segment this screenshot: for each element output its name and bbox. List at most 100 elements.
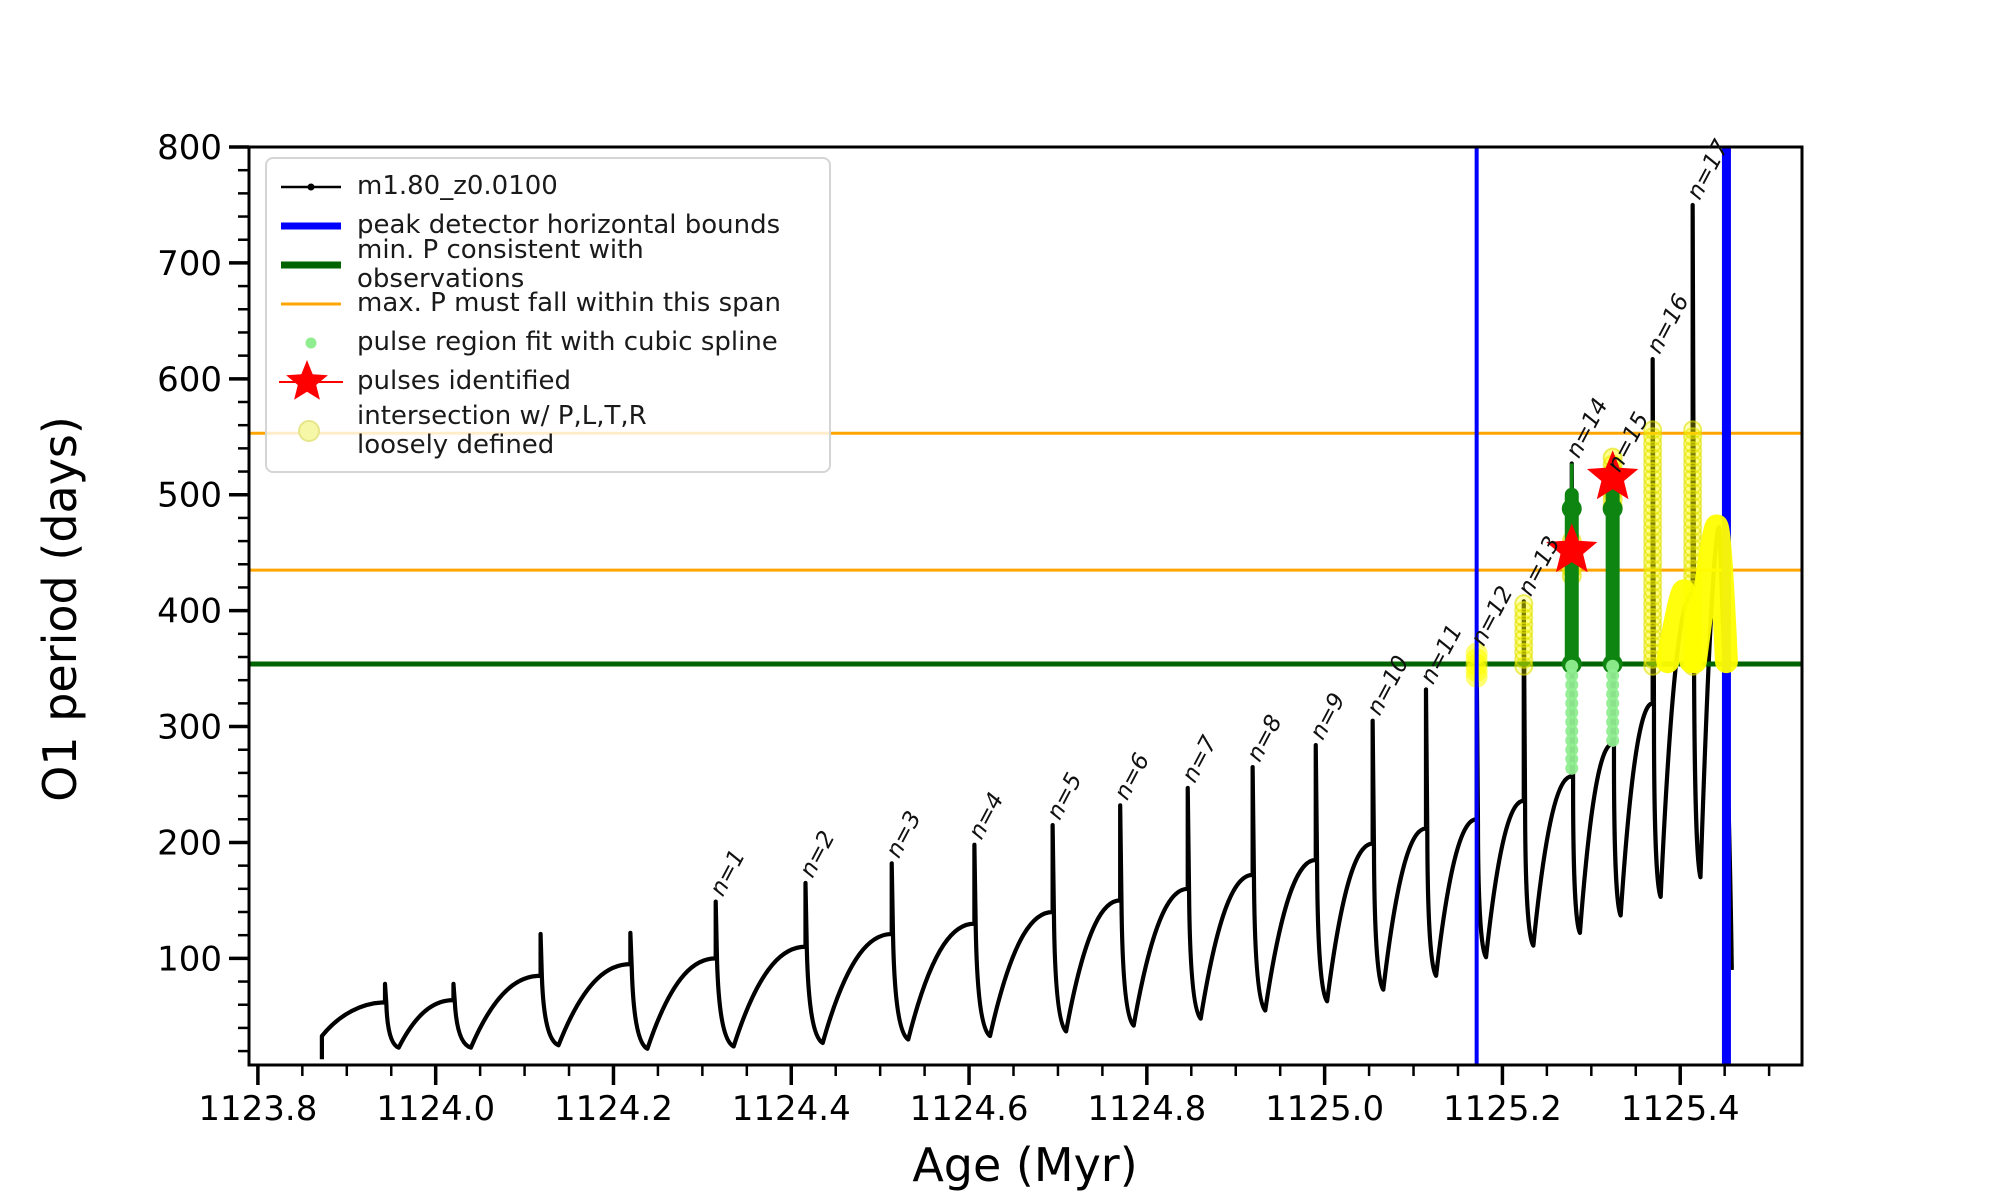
spline-fit-dot [1606, 687, 1620, 701]
intersection-column-dot [1643, 573, 1663, 593]
track-line-marker-glyph [281, 183, 341, 190]
y-tick-label: 700 [157, 244, 222, 284]
pulse-column-end [1602, 498, 1623, 519]
intersection-column-dot [1643, 434, 1663, 454]
pulse-number-label: n=7 [1177, 731, 1223, 786]
pulse-number-label: n=11 [1415, 620, 1468, 688]
intersection-column-dot [1643, 580, 1663, 600]
intersection-column-dot [1643, 538, 1663, 558]
orange-line-marker [279, 289, 357, 319]
intersection-column-dot [1514, 608, 1534, 628]
lightgreen-dot-marker-glyph [305, 337, 317, 348]
intersection-column-dot [1643, 503, 1663, 523]
intersection-column-dot [1643, 427, 1663, 447]
spline-fit-dot [1606, 659, 1620, 673]
legend-item-spline: pulse region fit with cubic spline [279, 323, 817, 362]
intersection-column-dot [1514, 656, 1534, 676]
intersection-column-dot [1643, 594, 1663, 614]
y-tick-label: 800 [157, 128, 222, 168]
y-tick-label: 600 [157, 360, 222, 400]
legend-item-track: m1.80_z0.0100 [279, 167, 817, 206]
track-curve [319, 202, 1734, 1060]
pulse-number-label: n=2 [795, 827, 841, 882]
x-tick-label: 1125.2 [1443, 1089, 1562, 1129]
spline-fit-dot [1565, 752, 1579, 766]
intersection-column-dot [1643, 587, 1663, 607]
intersection-column-dot [1643, 615, 1663, 635]
green-line-marker [279, 250, 357, 280]
x-tick-label: 1124.6 [910, 1089, 1029, 1129]
intersection-column-dot [1683, 496, 1703, 516]
track-line-marker [279, 172, 357, 202]
spline-fit-dot [1606, 696, 1620, 710]
spline-fit-dot [1565, 715, 1579, 729]
y-tick-label: 300 [157, 708, 222, 748]
yellow-dot-marker [279, 414, 357, 448]
x-axis-label: Age (Myr) [0, 1138, 2000, 1192]
legend-label: min. P consistent with observations [357, 234, 644, 294]
y-tick-label: 400 [157, 592, 222, 632]
intersection-column-dot [1683, 489, 1703, 509]
legend-label: m1.80_z0.0100 [357, 171, 558, 202]
legend-label: pulse region fit with cubic spline [357, 327, 778, 358]
red-star-icon [279, 358, 357, 406]
pulse-star-icon [1587, 450, 1639, 500]
legend-item-intersection: intersection w/ P,L,T,R loosely defined [279, 401, 817, 461]
intersection-hump [1683, 514, 1738, 674]
intersection-column-dot [1683, 455, 1703, 475]
legend-label: max. P must fall within this span [357, 288, 782, 319]
x-tick-label: 1124.4 [732, 1089, 851, 1129]
intersection-column-dot [1643, 510, 1663, 530]
intersection-column-dot [1514, 649, 1534, 669]
blue-line-marker-glyph [281, 222, 341, 229]
yellow-dot-marker-glyph [298, 420, 320, 442]
spline-fit-dot [1565, 733, 1579, 747]
legend-item-min-P: min. P consistent with observations [279, 236, 817, 293]
x-axis-label-text: Age (Myr) [912, 1138, 1138, 1192]
spline-fit-dot [1606, 669, 1620, 683]
intersection-column-dot [1643, 441, 1663, 461]
spline-fit-dot [1606, 724, 1620, 738]
intersection-column-dot [1643, 448, 1663, 468]
green-line-marker-glyph [281, 261, 341, 268]
x-tick-label: 1123.8 [198, 1089, 317, 1129]
intersection-column-dot [1643, 622, 1663, 641]
pulse-column-end [1561, 498, 1582, 519]
intersection-column-dot [1514, 615, 1534, 635]
intersection-column-dot [1643, 517, 1663, 537]
intersection-column-dot [1514, 622, 1534, 641]
spline-fit-dot [1565, 687, 1579, 701]
x-tick-label: 1124.8 [1087, 1089, 1206, 1129]
axes-spines [247, 145, 1804, 1067]
spline-fit-dot [1565, 669, 1579, 683]
intersection-column-dot [1683, 482, 1703, 502]
pulse-number-label: n=8 [1242, 711, 1288, 766]
legend-label: intersection w/ P,L,T,R loosely defined [357, 401, 647, 460]
spline-fit-dot [1606, 678, 1620, 692]
y-tick-label: 200 [157, 823, 222, 863]
intersection-column-dot [1683, 434, 1703, 454]
pulse-star-icon [1546, 523, 1598, 573]
intersection-column-dot [1683, 469, 1703, 488]
intersection-column-dot [1643, 469, 1663, 488]
intersection-column-dot [1643, 462, 1663, 482]
intersection-column-dot [1643, 552, 1663, 572]
spline-fit-dot [1565, 743, 1579, 757]
intersection-column-dot [1643, 524, 1663, 544]
pulse-number-label: n=3 [881, 807, 927, 862]
y-axis-label-text: O1 period (days) [33, 416, 87, 802]
legend-item-pulses: pulses identified [279, 359, 817, 401]
intersection-column-dot [1643, 601, 1663, 621]
intersection-column-dot [1643, 475, 1663, 495]
intersection-column-dot [1683, 503, 1703, 523]
spline-fit-dot [1606, 733, 1620, 747]
intersection-column-dot [1643, 608, 1663, 628]
pulse-number-label: n=6 [1110, 749, 1156, 804]
legend-item-max-P: max. P must fall within this span [279, 284, 817, 323]
x-tick-label: 1124.2 [554, 1089, 673, 1129]
pulse-number-label: n=4 [964, 789, 1010, 844]
spline-fit-dot [1606, 706, 1620, 720]
intersection-column-dot [1643, 545, 1663, 565]
